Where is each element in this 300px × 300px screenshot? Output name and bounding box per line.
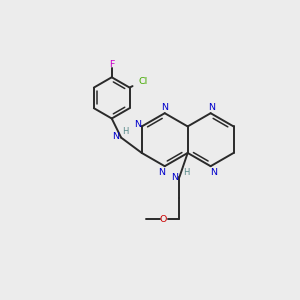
Text: N: N — [134, 121, 141, 130]
Text: N: N — [158, 168, 165, 177]
Text: N: N — [208, 103, 215, 112]
Text: H: H — [183, 169, 189, 178]
Text: H: H — [122, 127, 128, 136]
Text: Cl: Cl — [139, 76, 148, 85]
Text: F: F — [109, 60, 114, 69]
Text: O: O — [160, 215, 167, 224]
Text: N: N — [161, 103, 168, 112]
Text: N: N — [210, 168, 217, 177]
Text: N: N — [171, 173, 178, 182]
Text: N: N — [112, 132, 119, 141]
